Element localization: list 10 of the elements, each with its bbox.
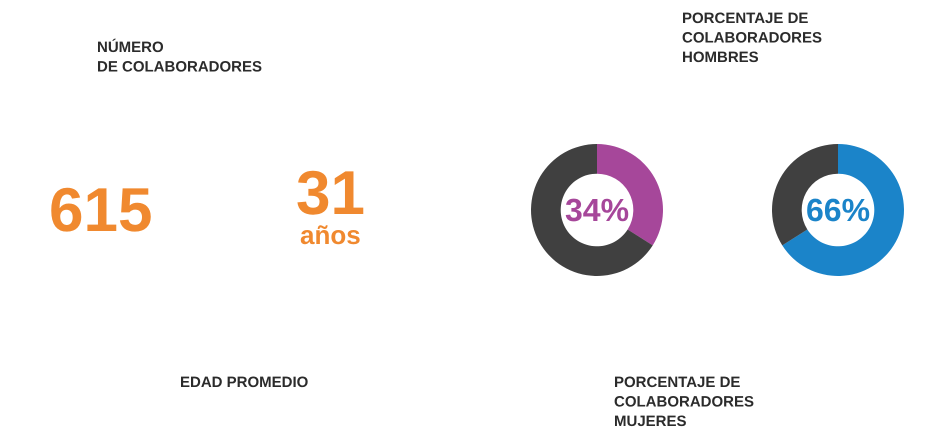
text: años xyxy=(300,220,361,250)
data-label: 34% xyxy=(565,192,630,228)
text: EDAD PROMEDIO xyxy=(180,374,309,391)
text: NÚMERO DE COLABORADORES xyxy=(97,38,262,76)
text: 615 xyxy=(49,176,152,245)
data-label: 66% xyxy=(806,192,870,228)
donut-slice xyxy=(531,144,653,276)
chart-title: PORCENTAJE DE COLABORADORES HOMBRES xyxy=(682,10,822,66)
text: PORCENTAJE DE COLABORADORES MUJERES xyxy=(614,374,754,429)
donut-slice xyxy=(782,144,904,276)
